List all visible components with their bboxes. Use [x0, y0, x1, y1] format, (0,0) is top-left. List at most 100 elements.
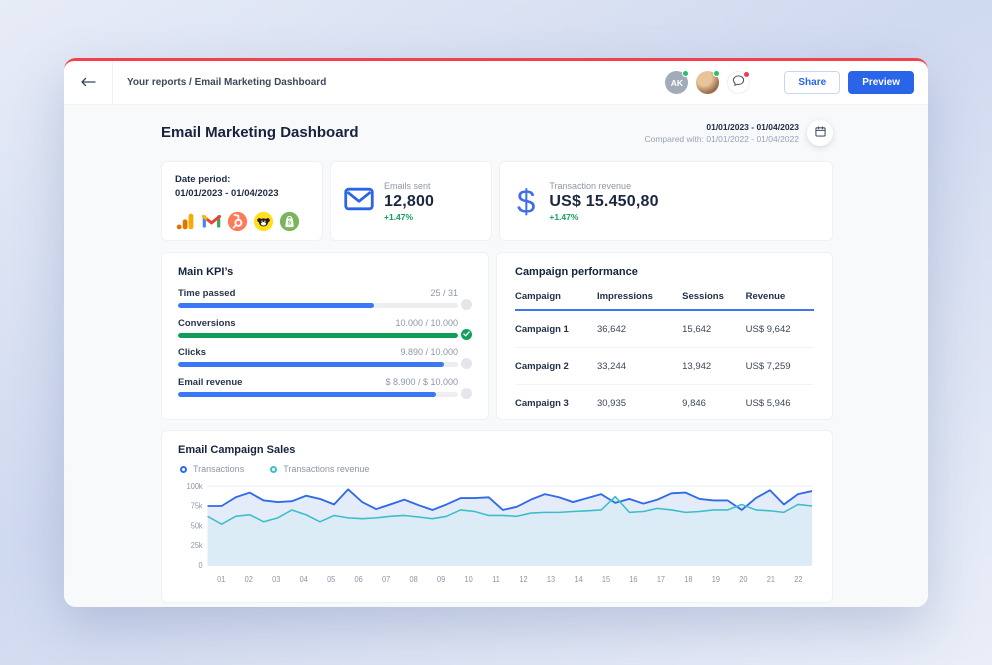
table-cell: 30,935	[597, 385, 682, 422]
campaign-performance-panel: Campaign performance CampaignImpressions…	[496, 252, 833, 420]
emails-sent-value: 12,800	[384, 193, 434, 211]
kpi-label: Conversions	[178, 318, 236, 329]
main-kpi-panel: Main KPI’s Time passed25 / 31Conversions…	[161, 252, 489, 420]
table-row: Campaign 136,64215,642US$ 9,642	[515, 310, 814, 348]
date-period-value: 01/01/2023 - 01/04/2023	[175, 187, 309, 201]
mailchimp-icon	[253, 211, 274, 232]
hubspot-icon	[227, 211, 248, 232]
kpi-list: Time passed 25 / 31 Conversions10.000 / 10…	[178, 288, 472, 397]
legend-ring-icon	[180, 466, 187, 473]
legend-item-transactions[interactable]: Transactions	[180, 464, 244, 474]
kpi-label: Clicks	[178, 347, 206, 358]
date-period-card: Date period: 01/01/2023 - 01/04/2023 S	[161, 161, 323, 241]
legend-ring-icon	[270, 466, 277, 473]
kpi-progress-bar	[178, 333, 458, 338]
svg-text:19: 19	[712, 575, 720, 584]
svg-text:25k: 25k	[191, 541, 203, 550]
table-cell: 33,244	[597, 348, 682, 385]
campaign-table: CampaignImpressionsSessionsRevenue Campa…	[515, 285, 814, 421]
report-window: Your reports / Email Marketing Dashboard…	[64, 58, 928, 607]
gmail-icon	[201, 211, 222, 232]
column-header-sessions: Sessions	[682, 285, 745, 310]
column-header-campaign: Campaign	[515, 285, 597, 310]
svg-text:100k: 100k	[187, 482, 203, 491]
transaction-revenue-card: $ Transaction revenue US$ 15.450,80 +1.4…	[499, 161, 833, 241]
table-cell: 15,642	[682, 310, 745, 348]
kpi-value: $ 8.900 / $ 10.000	[385, 377, 458, 387]
date-range-compared: Compared with: 01/01/2022 - 01/04/2022	[644, 134, 799, 144]
table-cell: US$ 5,946	[746, 385, 814, 422]
transaction-revenue-value: US$ 15.450,80	[549, 193, 658, 211]
shopify-icon: S	[279, 211, 300, 232]
svg-text:10: 10	[464, 575, 472, 584]
kpi-status-circle	[461, 388, 472, 399]
svg-text:07: 07	[382, 575, 390, 584]
transaction-revenue-delta: +1.47%	[549, 212, 658, 222]
kpi-value: 25 / 31	[430, 288, 458, 298]
kpi-row-conversions: Conversions10.000 / 10.000	[178, 318, 472, 338]
table-row: Campaign 233,24413,942US$ 7,259	[515, 348, 814, 385]
sales-chart: 100k75k50k25k001020304050607080910111213…	[178, 480, 816, 584]
table-cell: US$ 9,642	[746, 310, 814, 348]
svg-text:S: S	[288, 220, 292, 226]
svg-text:17: 17	[657, 575, 665, 584]
svg-text:16: 16	[629, 575, 637, 584]
svg-text:04: 04	[300, 575, 308, 584]
dollar-icon: $	[513, 185, 539, 218]
table-cell: Campaign 2	[515, 348, 597, 385]
share-button[interactable]: Share	[784, 71, 840, 94]
kpi-progress-bar	[178, 303, 458, 308]
avatar-initials[interactable]: AK	[665, 71, 688, 94]
avatar-initials-text: AK	[671, 78, 683, 88]
notification-dot	[743, 71, 750, 78]
calendar-icon	[815, 124, 826, 142]
kpi-status-circle	[461, 358, 472, 369]
column-header-impressions: Impressions	[597, 285, 682, 310]
svg-text:15: 15	[602, 575, 610, 584]
svg-text:06: 06	[355, 575, 363, 584]
back-button[interactable]	[64, 61, 113, 104]
comments-button[interactable]	[727, 71, 750, 94]
online-status-dot	[713, 70, 720, 77]
email-campaign-sales-panel: Email Campaign Sales Transactions Transac…	[161, 430, 833, 603]
sales-panel-title: Email Campaign Sales	[178, 444, 816, 456]
svg-text:0: 0	[199, 561, 203, 570]
legend-item-transactions-revenue[interactable]: Transactions revenue	[270, 464, 369, 474]
legend-label: Transactions revenue	[283, 464, 369, 474]
transaction-revenue-label: Transaction revenue	[549, 181, 658, 191]
legend-label: Transactions	[193, 464, 244, 474]
svg-text:21: 21	[767, 575, 775, 584]
svg-text:13: 13	[547, 575, 555, 584]
svg-text:14: 14	[574, 575, 582, 584]
kpi-label: Email revenue	[178, 377, 242, 388]
svg-text:01: 01	[217, 575, 225, 584]
svg-text:08: 08	[410, 575, 418, 584]
online-status-dot	[682, 70, 689, 77]
table-cell: 36,642	[597, 310, 682, 348]
topbar: Your reports / Email Marketing Dashboard…	[64, 61, 928, 105]
svg-text:18: 18	[684, 575, 692, 584]
kpi-row-time-passed: Time passed 25 / 31	[178, 288, 472, 308]
kpi-value: 9.890 / 10.000	[400, 347, 458, 357]
table-cell: US$ 7,259	[746, 348, 814, 385]
breadcrumb: Your reports / Email Marketing Dashboard	[127, 77, 326, 88]
table-cell: 9,846	[682, 385, 745, 422]
page-title: Email Marketing Dashboard	[161, 120, 359, 141]
envelope-icon	[344, 186, 374, 217]
svg-text:50k: 50k	[191, 521, 203, 530]
integration-icons: S	[175, 211, 309, 232]
kpi-complete-check-icon	[461, 329, 472, 340]
date-period-label: Date period:	[175, 173, 309, 187]
table-cell: Campaign 1	[515, 310, 597, 348]
preview-button[interactable]: Preview	[848, 71, 914, 94]
calendar-button[interactable]	[807, 120, 833, 146]
date-range-current: 01/01/2023 - 01/04/2023	[644, 122, 799, 132]
avatar-photo[interactable]	[696, 71, 719, 94]
emails-sent-delta: +1.47%	[384, 212, 434, 222]
svg-text:20: 20	[739, 575, 747, 584]
svg-text:09: 09	[437, 575, 445, 584]
kpi-label: Time passed	[178, 288, 235, 299]
emails-sent-card: Emails sent 12,800 +1.47%	[330, 161, 492, 241]
svg-text:12: 12	[519, 575, 527, 584]
kpi-progress-bar	[178, 362, 458, 367]
